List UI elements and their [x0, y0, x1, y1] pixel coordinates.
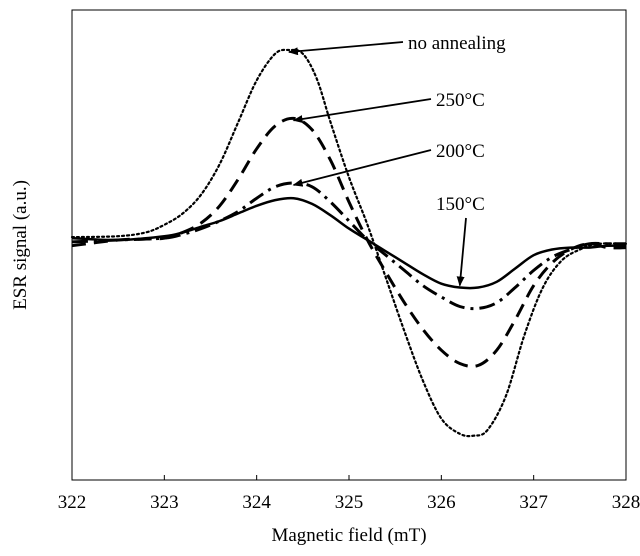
- series-layer: [70, 48, 628, 438]
- annotation-label-200c: 200°C: [436, 141, 485, 162]
- x-tick-label-324: 324: [242, 492, 271, 513]
- annotation-arrow-250c: [292, 98, 432, 123]
- annotation-label-no-annealing: no annealing: [408, 33, 506, 54]
- annotation-arrow-no-annealing: [287, 41, 404, 56]
- x-tick-label-327: 327: [519, 492, 548, 513]
- series-line-250c: [71, 116, 627, 368]
- y-axis-label: ESR signal (a.u.): [10, 180, 31, 310]
- series-line-no-annealing: [70, 48, 628, 438]
- annotation-label-150c: 150°C: [436, 194, 485, 215]
- x-tick-label-325: 325: [335, 492, 364, 513]
- annotation-layer: no annealing 250°C 200°C 150°C: [287, 33, 506, 287]
- x-tick-label-322: 322: [58, 492, 87, 513]
- annotation-label-250c: 250°C: [436, 90, 485, 111]
- x-tick-label-323: 323: [150, 492, 179, 513]
- annotation-arrow-150c: [456, 217, 467, 287]
- series-line-200c: [71, 181, 626, 311]
- plot-frame: [71, 9, 627, 481]
- axes-layer: [71, 9, 627, 481]
- x-tick-label-328: 328: [612, 492, 640, 513]
- annotation-arrow-200c: [292, 149, 432, 187]
- x-axis-label: Magnetic field (mT): [271, 525, 426, 546]
- x-tick-label-326: 326: [427, 492, 456, 513]
- series-line-150c: [71, 196, 627, 290]
- tick-layer: 322 323 324 325 326 327 328: [58, 475, 640, 513]
